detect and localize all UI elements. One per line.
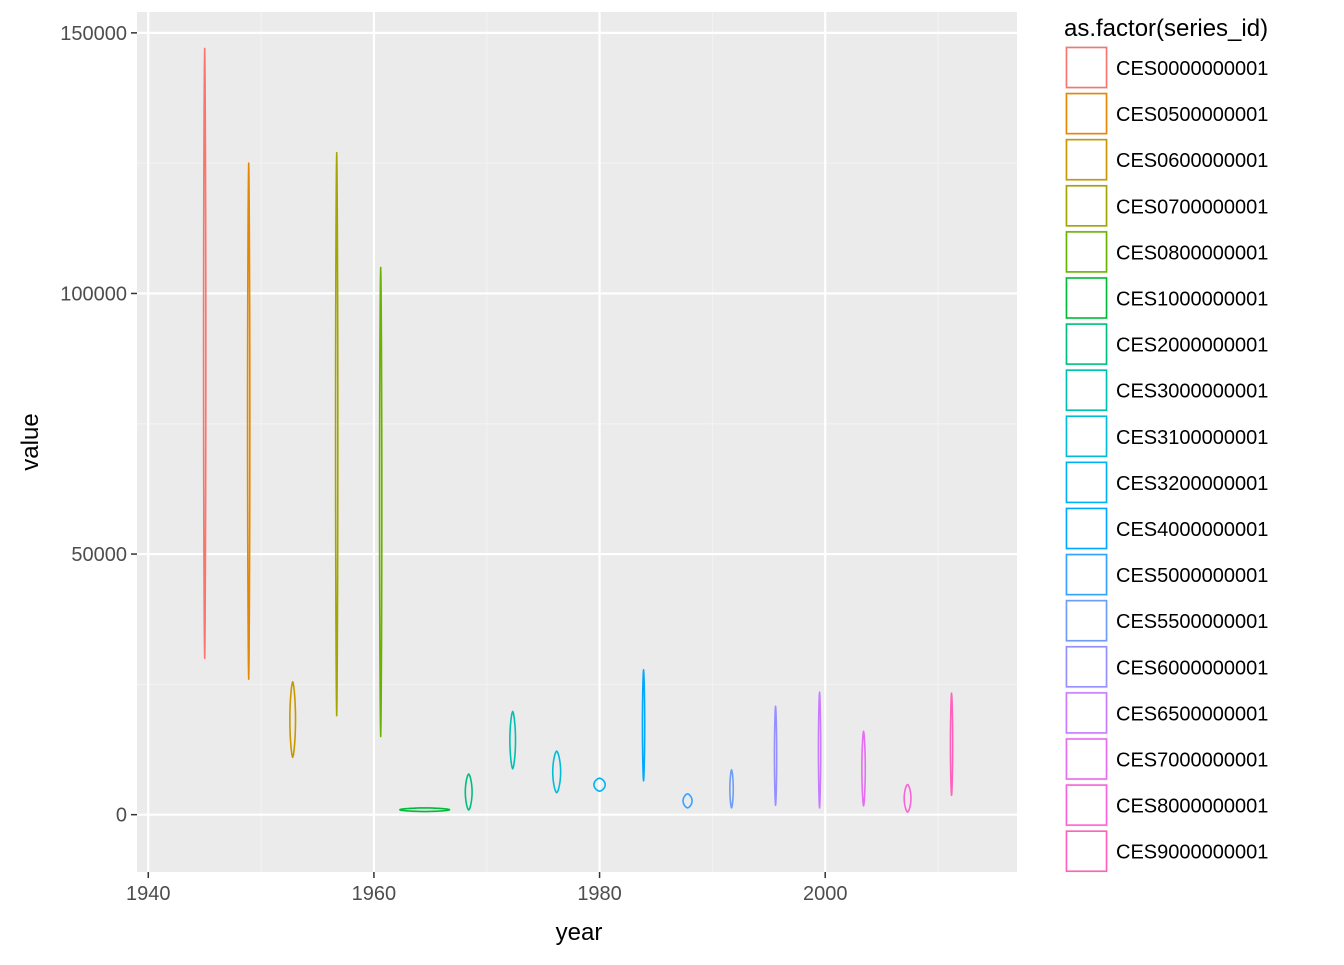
x-axis: 1940 1960 1980 2000 bbox=[126, 872, 847, 905]
y-tick-label: 100000 bbox=[60, 283, 127, 305]
legend-items: CES0000000001 CES0500000001 CES0600000001 C… bbox=[1065, 46, 1268, 873]
legend-label: CES8000000001 bbox=[1116, 796, 1268, 818]
legend-title: as.factor(series_id) bbox=[1064, 15, 1268, 42]
x-tick-label: 1980 bbox=[577, 883, 622, 905]
legend-swatch bbox=[1067, 232, 1107, 272]
legend-swatch bbox=[1067, 831, 1107, 871]
legend-swatch bbox=[1067, 555, 1107, 595]
x-tick-label: 2000 bbox=[803, 883, 848, 905]
legend-label: CES4000000001 bbox=[1116, 519, 1268, 541]
legend-swatch bbox=[1067, 324, 1107, 364]
legend-label: CES0700000001 bbox=[1116, 196, 1268, 218]
legend-swatch bbox=[1067, 416, 1107, 456]
legend-label: CES3000000001 bbox=[1116, 381, 1268, 403]
legend-label: CES6500000001 bbox=[1116, 703, 1268, 725]
legend-label: CES5500000001 bbox=[1116, 611, 1268, 633]
legend-swatch bbox=[1067, 462, 1107, 502]
legend-swatch bbox=[1067, 647, 1107, 687]
y-tick-label: 50000 bbox=[71, 544, 127, 566]
legend-label: CES5000000001 bbox=[1116, 565, 1268, 587]
legend-swatch bbox=[1067, 693, 1107, 733]
legend-swatch bbox=[1067, 601, 1107, 641]
legend-label: CES7000000001 bbox=[1116, 750, 1268, 772]
legend-label: CES0500000001 bbox=[1116, 104, 1268, 126]
legend-swatch bbox=[1067, 785, 1107, 825]
plot-panel bbox=[137, 12, 1017, 872]
legend-swatch bbox=[1067, 278, 1107, 318]
legend-swatch bbox=[1067, 370, 1107, 410]
legend-swatch bbox=[1067, 48, 1107, 88]
legend-label: CES0600000001 bbox=[1116, 150, 1268, 172]
legend-swatch bbox=[1067, 509, 1107, 549]
legend-swatch bbox=[1067, 140, 1107, 180]
legend-swatch bbox=[1067, 186, 1107, 226]
legend-swatch bbox=[1067, 94, 1107, 134]
legend-label: CES0000000001 bbox=[1116, 58, 1268, 80]
legend-label: CES0800000001 bbox=[1116, 242, 1268, 264]
y-tick-label: 150000 bbox=[60, 23, 127, 45]
y-axis: 0 50000 100000 150000 bbox=[60, 23, 137, 827]
x-axis-title: year bbox=[556, 919, 603, 946]
legend-label: CES6000000001 bbox=[1116, 657, 1268, 679]
y-axis-title: value bbox=[17, 413, 44, 470]
legend-label: CES1000000001 bbox=[1116, 289, 1268, 311]
y-tick-label: 0 bbox=[116, 805, 127, 827]
legend-swatch bbox=[1067, 739, 1107, 779]
legend-label: CES2000000001 bbox=[1116, 335, 1268, 357]
legend-label: CES3200000001 bbox=[1116, 473, 1268, 495]
legend: as.factor(series_id) CES0000000001 CES050… bbox=[1064, 15, 1268, 873]
legend-label: CES9000000001 bbox=[1116, 842, 1268, 864]
legend-label: CES3100000001 bbox=[1116, 427, 1268, 449]
x-tick-label: 1960 bbox=[352, 883, 397, 905]
x-tick-label: 1940 bbox=[126, 883, 171, 905]
